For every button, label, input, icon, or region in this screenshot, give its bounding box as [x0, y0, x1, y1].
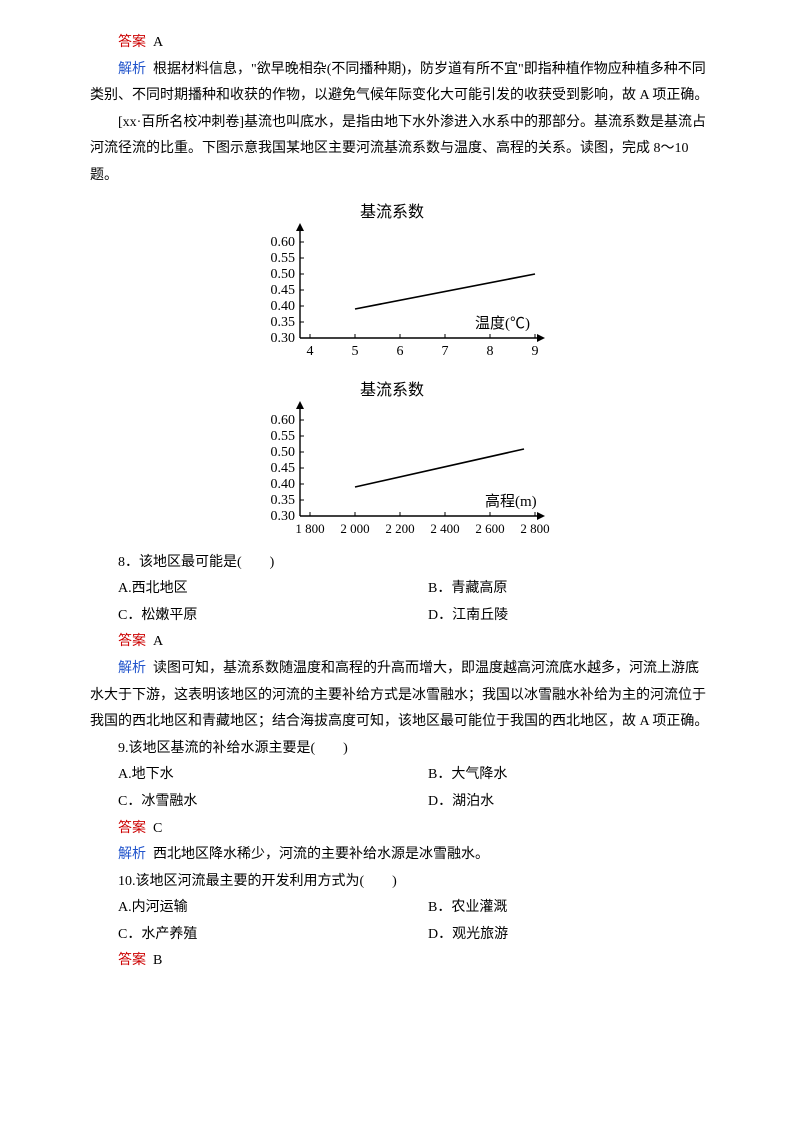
svg-text:2 200: 2 200	[385, 521, 414, 536]
svg-text:0.55: 0.55	[271, 429, 296, 444]
svg-text:0.30: 0.30	[271, 509, 296, 524]
q8-opt-d: D．江南丘陵	[400, 603, 710, 630]
q8-explain: 解析 读图可知，基流系数随温度和高程的升高而增大，即温度越高河流底水越多，河流上…	[90, 656, 710, 736]
q10-opt-c: C．水产养殖	[90, 922, 400, 949]
q9-explain: 解析 西北地区降水稀少，河流的主要补给水源是冰雪融水。	[90, 842, 710, 869]
chart-1: 基流系数 0.300.35 0.400.45 0.500.55 0.60	[240, 198, 560, 368]
explain-7: 解析 根据材料信息，"欲早晚相杂(不同播种期)，防岁道有所不宜"即指种植作物应种…	[90, 57, 710, 110]
svg-text:0.35: 0.35	[271, 493, 296, 508]
svg-text:9: 9	[532, 344, 539, 359]
explain-label: 解析	[118, 847, 146, 862]
svg-text:0.40: 0.40	[271, 477, 296, 492]
q10-opt-b: B．农业灌溉	[400, 895, 710, 922]
q9-opt-b: B．大气降水	[400, 762, 710, 789]
chart-2: 基流系数 0.300.35 0.400.45 0.500.55 0.60	[240, 376, 560, 546]
q10-options: A.内河运输 B．农业灌溉 C．水产养殖 D．观光旅游	[90, 895, 710, 948]
answer-value: B	[153, 953, 162, 968]
q8-answer: 答案 A	[90, 629, 710, 656]
svg-text:5: 5	[352, 344, 359, 359]
answer-value: C	[153, 821, 162, 836]
explain-label: 解析	[118, 62, 146, 77]
answer-value: A	[153, 35, 163, 50]
svg-text:6: 6	[397, 344, 404, 359]
q10-opt-a: A.内河运输	[90, 895, 400, 922]
chart-1-svg: 0.300.35 0.400.45 0.500.55 0.60 4 5 6 7 8 9	[240, 218, 560, 368]
chart-2-svg: 0.300.35 0.400.45 0.500.55 0.60 1 800 2 0…	[240, 396, 560, 546]
answer-7: 答案 A	[90, 30, 710, 57]
svg-text:1 800: 1 800	[295, 521, 324, 536]
q9-options: A.地下水 B．大气降水 C．冰雪融水 D．湖泊水	[90, 762, 710, 815]
answer-label: 答案	[118, 953, 146, 968]
svg-text:0.30: 0.30	[271, 331, 296, 346]
svg-text:7: 7	[442, 344, 449, 359]
q10-answer: 答案 B	[90, 948, 710, 975]
explain-text: 根据材料信息，"欲早晚相杂(不同播种期)，防岁道有所不宜"即指种植作物应种植多种…	[90, 62, 708, 104]
chart-2-xlabel: 高程(m)	[485, 488, 537, 517]
stem-intro: [xx·百所名校冲刺卷]基流也叫底水，是指由地下水外渗进入水系中的那部分。基流系…	[90, 110, 710, 190]
svg-text:0.35: 0.35	[271, 315, 296, 330]
svg-text:0.45: 0.45	[271, 283, 296, 298]
explain-label: 解析	[118, 661, 146, 676]
explain-text: 读图可知，基流系数随温度和高程的升高而增大，即温度越高河流底水越多，河流上游底水…	[90, 661, 708, 729]
svg-text:0.60: 0.60	[271, 235, 296, 250]
answer-label: 答案	[118, 634, 146, 649]
q8-opt-b: B．青藏高原	[400, 576, 710, 603]
svg-text:0.40: 0.40	[271, 299, 296, 314]
q9-answer: 答案 C	[90, 816, 710, 843]
page: 答案 A 解析 根据材料信息，"欲早晚相杂(不同播种期)，防岁道有所不宜"即指种…	[0, 0, 800, 1015]
svg-text:2 000: 2 000	[340, 521, 369, 536]
svg-text:4: 4	[307, 344, 314, 359]
svg-text:2 600: 2 600	[475, 521, 504, 536]
q9-stem: 9.该地区基流的补给水源主要是( )	[90, 736, 710, 763]
q10-stem: 10.该地区河流最主要的开发利用方式为( )	[90, 869, 710, 896]
q8-options: A.西北地区 B．青藏高原 C．松嫩平原 D．江南丘陵	[90, 576, 710, 629]
answer-label: 答案	[118, 821, 146, 836]
svg-text:0.45: 0.45	[271, 461, 296, 476]
svg-text:2 800: 2 800	[520, 521, 549, 536]
q9-opt-d: D．湖泊水	[400, 789, 710, 816]
svg-text:0.60: 0.60	[271, 413, 296, 428]
q9-opt-c: C．冰雪融水	[90, 789, 400, 816]
answer-value: A	[153, 634, 163, 649]
svg-text:0.50: 0.50	[271, 267, 296, 282]
q10-opt-d: D．观光旅游	[400, 922, 710, 949]
svg-text:0.50: 0.50	[271, 445, 296, 460]
q9-opt-a: A.地下水	[90, 762, 400, 789]
svg-text:8: 8	[487, 344, 494, 359]
answer-label: 答案	[118, 35, 146, 50]
chart-1-xlabel: 温度(℃)	[475, 310, 530, 339]
svg-text:0.55: 0.55	[271, 251, 296, 266]
explain-text: 西北地区降水稀少，河流的主要补给水源是冰雪融水。	[153, 847, 489, 862]
q8-stem: 8．该地区最可能是( )	[90, 550, 710, 577]
chart-2-block: 基流系数 0.300.35 0.400.45 0.500.55 0.60	[240, 376, 560, 546]
svg-text:2 400: 2 400	[430, 521, 459, 536]
q8-opt-c: C．松嫩平原	[90, 603, 400, 630]
chart-1-block: 基流系数 0.300.35 0.400.45 0.500.55 0.60	[240, 198, 560, 368]
q8-opt-a: A.西北地区	[90, 576, 400, 603]
